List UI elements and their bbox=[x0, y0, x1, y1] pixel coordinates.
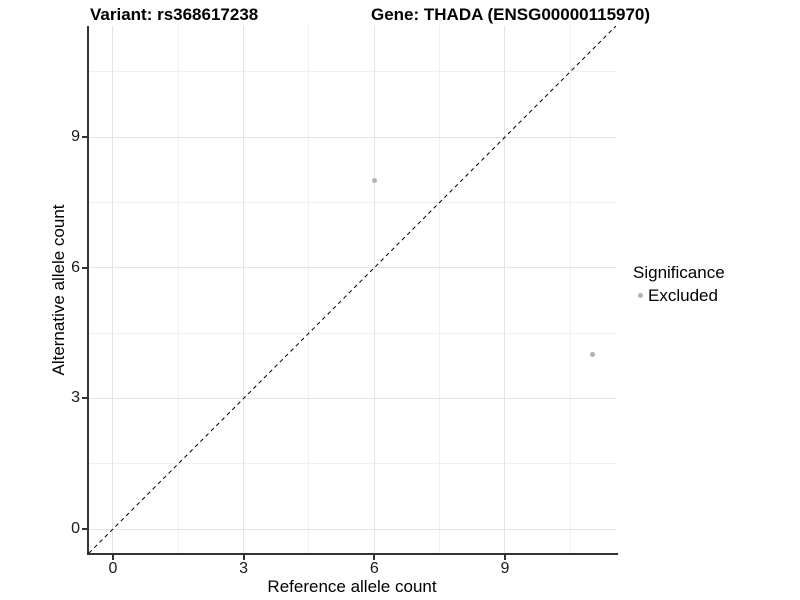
gene-title: Gene: THADA (ENSG00000115970) bbox=[371, 5, 651, 24]
minor-gridline bbox=[177, 26, 179, 553]
major-gridline bbox=[89, 397, 616, 399]
identity-line bbox=[89, 26, 616, 553]
minor-gridline bbox=[569, 26, 571, 553]
y-tick-mark bbox=[82, 136, 87, 139]
major-gridline bbox=[89, 136, 616, 138]
minor-gridline bbox=[89, 201, 616, 203]
x-tick-label: 6 bbox=[369, 560, 379, 577]
y-axis-line bbox=[87, 26, 89, 555]
x-axis-line bbox=[87, 553, 618, 555]
excluded-point-icon bbox=[638, 293, 643, 298]
scatter-point bbox=[589, 352, 595, 358]
y-tick-mark bbox=[82, 528, 87, 531]
y-tick-label: 0 bbox=[71, 520, 80, 538]
x-tick-mark bbox=[373, 555, 376, 560]
minor-gridline bbox=[89, 463, 616, 465]
x-tick-label: 9 bbox=[500, 560, 510, 577]
x-axis-title: Reference allele count bbox=[267, 577, 437, 596]
variant-title: Variant: rs368617238 bbox=[90, 5, 259, 24]
major-gridline bbox=[504, 26, 506, 553]
y-tick-mark bbox=[82, 397, 87, 400]
major-gridline bbox=[89, 267, 616, 269]
major-gridline bbox=[89, 528, 616, 530]
x-tick-label: 0 bbox=[108, 560, 118, 577]
minor-gridline bbox=[439, 26, 441, 553]
y-axis-title: Alternative allele count bbox=[49, 204, 68, 376]
y-tick-mark bbox=[82, 266, 87, 269]
plot-panel bbox=[89, 26, 616, 553]
scatter-point bbox=[371, 178, 377, 184]
minor-gridline bbox=[308, 26, 310, 553]
x-tick-label: 3 bbox=[239, 560, 249, 577]
x-tick-mark bbox=[111, 555, 114, 560]
x-tick-mark bbox=[242, 555, 245, 560]
y-tick-label: 9 bbox=[71, 128, 80, 146]
minor-gridline bbox=[89, 71, 616, 73]
x-tick-mark bbox=[503, 555, 506, 560]
y-tick-label: 3 bbox=[71, 389, 80, 407]
legend-item-label: Excluded bbox=[648, 286, 718, 305]
legend-item-excluded: Excluded bbox=[633, 286, 725, 305]
legend: Significance Excluded bbox=[633, 263, 725, 305]
minor-gridline bbox=[89, 332, 616, 334]
legend-title: Significance bbox=[633, 263, 725, 282]
major-gridline bbox=[243, 26, 245, 553]
y-tick-label: 6 bbox=[71, 258, 80, 276]
major-gridline bbox=[112, 26, 114, 553]
major-gridline bbox=[373, 26, 375, 553]
